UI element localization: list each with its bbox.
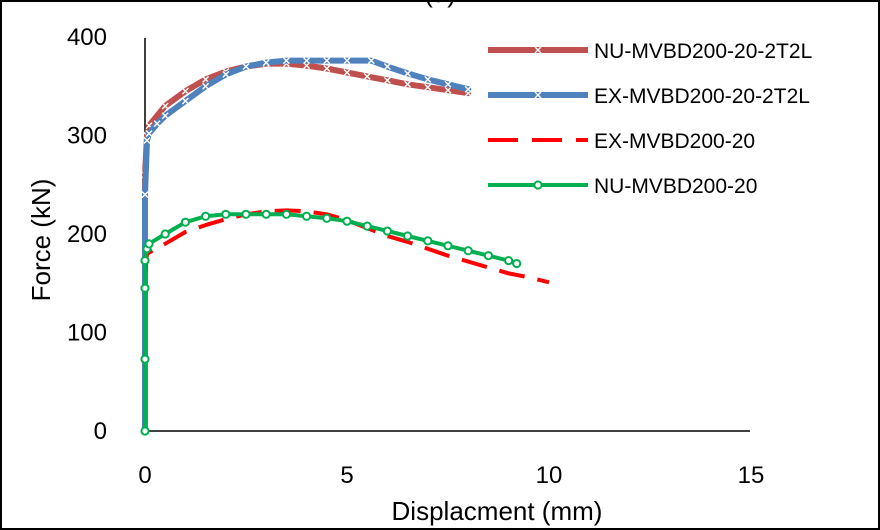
series-2-point: [262, 59, 270, 67]
series-4-point: [382, 226, 392, 236]
legend-entry: EX-MVBD200-20: [488, 130, 755, 153]
series-4-point: [160, 229, 170, 239]
series-4-point: [241, 209, 251, 219]
series-2-point: [404, 69, 412, 77]
y-tick-label: 100: [67, 320, 107, 347]
series-4-point: [423, 236, 433, 246]
series-2-point: [222, 70, 230, 78]
series-2: [141, 57, 472, 435]
series-4-point: [403, 231, 413, 241]
series-2-point: [143, 136, 151, 144]
series-1-point: [383, 76, 391, 84]
series-4-point: [342, 216, 352, 226]
series-2-point: [161, 112, 169, 120]
series-4-point: [512, 258, 522, 269]
series-1-point: [424, 83, 432, 91]
series-4-point: [504, 255, 514, 266]
series-1-point: [202, 75, 210, 83]
legend-marker: [534, 46, 542, 54]
panel-label: (a): [424, 0, 456, 8]
series-4-point: [140, 426, 150, 436]
series-4-point: [140, 283, 150, 293]
series-2-point: [282, 57, 290, 65]
series-4-point: [201, 211, 211, 221]
y-axis-title: Force (kN): [26, 179, 56, 302]
legend-marker: [533, 180, 543, 190]
plot-area: [140, 57, 550, 436]
y-tick-label: 400: [67, 24, 107, 51]
legend-marker: [534, 91, 542, 99]
series-1-point: [404, 80, 412, 88]
series-4-point: [140, 255, 150, 266]
series-2-point: [343, 57, 351, 65]
x-tick-label: 5: [340, 462, 353, 489]
y-tick-labels: 0 100 200 300 400: [67, 24, 107, 445]
series-4-point: [443, 241, 453, 251]
legend-label: EX-MVBD200-20-2T2L: [594, 85, 810, 108]
series-2-point: [141, 191, 149, 199]
series-4: [140, 209, 522, 436]
series-1-point: [161, 102, 169, 110]
legend-label: NU-MVBD200-20-2T2L: [594, 40, 812, 63]
series-4-point: [483, 251, 493, 261]
x-tick-label: 15: [738, 462, 765, 489]
series-2-point: [424, 75, 432, 83]
y-tick-label: 300: [67, 123, 107, 150]
legend-entry: NU-MVBD200-20-2T2L: [488, 40, 812, 63]
series-2-point: [383, 63, 391, 71]
series-1: [141, 60, 472, 435]
y-tick-label: 200: [67, 221, 107, 248]
series-4-point: [140, 354, 150, 364]
x-tick-label: 10: [536, 462, 563, 489]
x-tick-label: 0: [138, 462, 151, 489]
series-4-point: [302, 211, 312, 221]
series-2-point: [464, 85, 472, 93]
series-1-line: [142, 60, 472, 434]
series-1-point: [323, 65, 331, 73]
series-4-point: [221, 209, 231, 219]
series-1-point: [444, 86, 452, 94]
series-4-point: [463, 246, 473, 256]
series-2-point: [444, 80, 452, 88]
series-1-point: [343, 68, 351, 76]
series-2-line: [142, 57, 472, 434]
x-axis-title: Displacment (mm): [392, 496, 603, 526]
series-4-point: [261, 209, 271, 219]
series-4-point: [281, 209, 291, 219]
series-4-line: [143, 212, 519, 433]
series-4-point: [322, 213, 332, 223]
legend-entry: NU-MVBD200-20: [488, 175, 757, 198]
series-4-point: [362, 221, 372, 231]
series-2-point: [323, 57, 331, 65]
legend: NU-MVBD200-20-2T2L EX-MVBD200-20-2T2L EX-M…: [488, 40, 812, 198]
legend-entry: EX-MVBD200-20-2T2L: [488, 85, 810, 108]
series-2-point: [303, 57, 311, 65]
series-3: [143, 208, 550, 285]
series-4-point: [144, 239, 154, 249]
series-3-line: [143, 208, 550, 285]
series-2-point: [181, 97, 189, 105]
series-2-point: [145, 130, 153, 138]
series-2-point: [367, 57, 375, 65]
series-2-point: [202, 82, 210, 90]
series-1-point: [363, 72, 371, 80]
y-tick-label: 0: [94, 418, 107, 445]
series-2-point: [153, 120, 161, 128]
series-1-point: [181, 87, 189, 95]
legend-label: NU-MVBD200-20: [594, 175, 757, 198]
series-4-point: [180, 217, 190, 227]
legend-label: EX-MVBD200-20: [594, 130, 755, 153]
series-2-point: [242, 63, 250, 71]
x-tick-labels: 0 5 10 15: [138, 462, 764, 489]
